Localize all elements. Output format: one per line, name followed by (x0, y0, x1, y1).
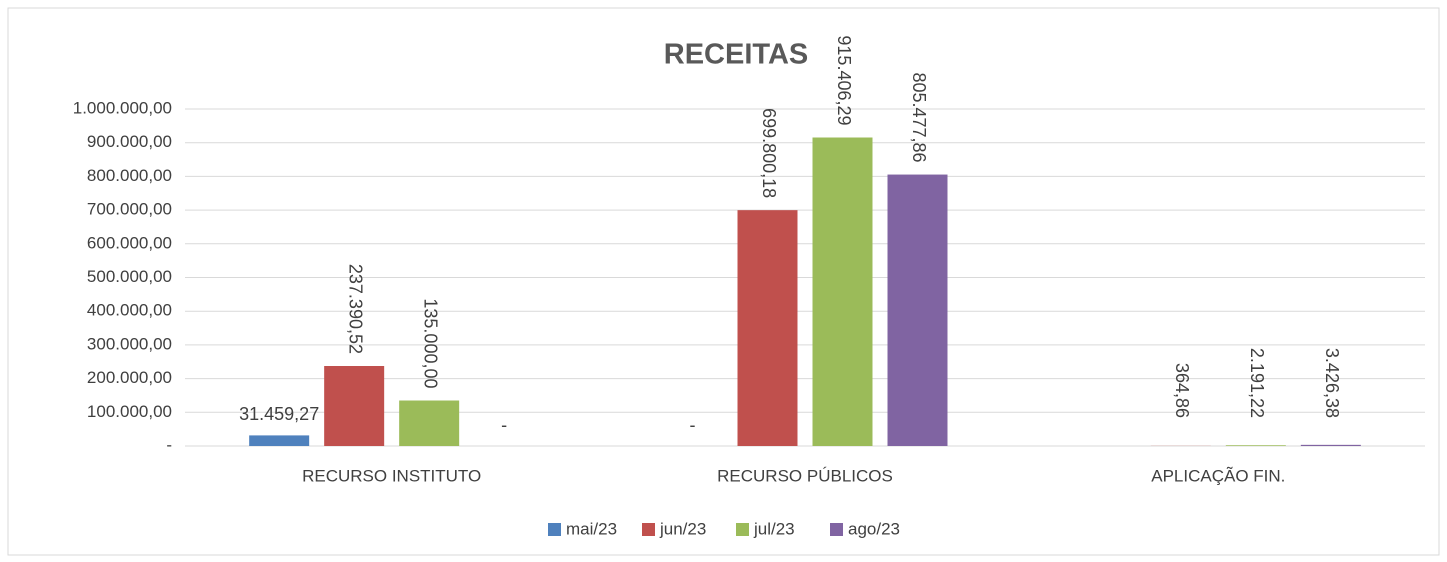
data-label: 31.459,27 (239, 404, 319, 424)
bar (249, 435, 310, 446)
bar (399, 400, 460, 446)
legend-label: jul/23 (753, 519, 795, 538)
y-tick-label: 500.000,00 (87, 267, 172, 286)
legend-label: mai/23 (566, 519, 617, 538)
legend-swatch (548, 523, 561, 536)
bar (324, 365, 385, 446)
x-tick-label: RECURSO PÚBLICOS (717, 466, 893, 485)
legend-label: ago/23 (848, 519, 900, 538)
y-tick-label: 900.000,00 (87, 132, 172, 151)
data-label: 805.477,86 (909, 72, 929, 162)
chart-border (7, 7, 1440, 556)
y-tick-label: 200.000,00 (87, 368, 172, 387)
data-label: 237.390,52 (345, 264, 365, 354)
data-label: 915.406,29 (834, 35, 854, 125)
legend-label: jun/23 (659, 519, 706, 538)
data-label: 364,86 (1172, 363, 1192, 418)
legend-swatch (830, 523, 843, 536)
bar (812, 137, 873, 446)
y-tick-label: 700.000,00 (87, 200, 172, 219)
bar (1300, 444, 1361, 446)
y-tick-label: 1.000.000,00 (73, 98, 172, 117)
bar (737, 210, 798, 446)
y-tick-label: 800.000,00 (87, 166, 172, 185)
data-label: 2.191,22 (1247, 348, 1267, 418)
x-tick-label: RECURSO INSTITUTO (302, 466, 481, 485)
y-tick-label: 600.000,00 (87, 233, 172, 252)
data-label: 3.426,38 (1322, 348, 1342, 418)
legend-swatch (736, 523, 749, 536)
bar (887, 174, 948, 446)
data-label: - (690, 415, 696, 435)
y-tick-label: 400.000,00 (87, 301, 172, 320)
y-tick-label: 100.000,00 (87, 402, 172, 421)
y-tick-label: - (166, 435, 172, 454)
data-label: 699.800,18 (759, 108, 779, 198)
data-label: - (501, 415, 507, 435)
chart-title: RECEITAS (664, 39, 808, 71)
y-tick-label: 300.000,00 (87, 334, 172, 353)
data-label: 135.000,00 (420, 298, 440, 388)
legend-swatch (642, 523, 655, 536)
x-tick-label: APLICAÇÃO FIN. (1151, 466, 1285, 485)
bar (1225, 445, 1286, 446)
